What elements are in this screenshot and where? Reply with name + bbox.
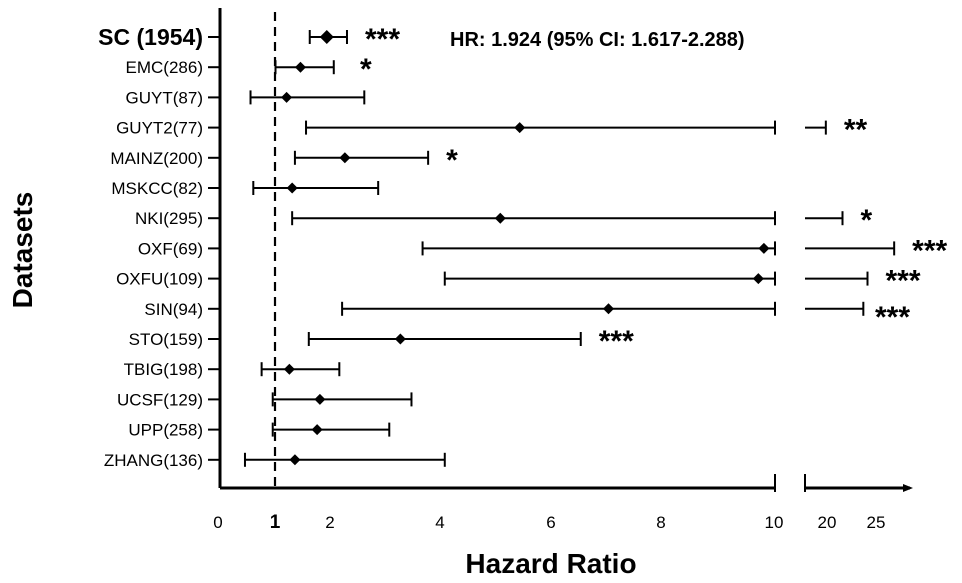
hr-point <box>289 454 301 466</box>
forest-row: GUYT(87) <box>126 88 366 107</box>
dataset-label: OXF(69) <box>138 239 203 258</box>
forest-row: OXF(69) *** <box>138 234 948 267</box>
summary-annotation: HR: 1.924 (95% CI: 1.617-2.288) <box>450 29 745 51</box>
dataset-label: NKI(295) <box>135 209 203 228</box>
dataset-label: TBIG(198) <box>124 360 203 379</box>
x-axis-label: Hazard Ratio <box>465 548 636 579</box>
significance-stars: *** <box>875 301 910 334</box>
x-tick-label: 4 <box>435 513 444 532</box>
significance-stars: * <box>360 53 372 86</box>
significance-stars: * <box>446 144 458 177</box>
dataset-label: SIN(94) <box>144 300 203 319</box>
x-tick-label: 1 <box>270 512 281 533</box>
dataset-label: MSKCC(82) <box>111 179 203 198</box>
hr-point <box>294 61 306 73</box>
significance-stars: ** <box>844 114 868 147</box>
hr-point <box>314 393 326 405</box>
hr-point <box>319 30 334 44</box>
dataset-label: GUYT2(77) <box>116 119 203 138</box>
hr-point <box>394 333 406 345</box>
hr-point <box>283 363 295 375</box>
significance-stars: *** <box>599 325 634 358</box>
hr-point <box>281 91 293 103</box>
forest-row: OXFU(109) *** <box>116 265 921 298</box>
dataset-label: GUYT(87) <box>126 88 203 107</box>
forest-row: MSKCC(82) <box>111 179 380 198</box>
hr-point <box>758 242 770 254</box>
hr-point <box>339 152 351 164</box>
forest-row: TBIG(198) <box>124 360 341 379</box>
dataset-label: EMC(286) <box>126 58 203 77</box>
x-tick-label: 6 <box>546 513 555 532</box>
forest-row: GUYT2(77) ** <box>116 114 867 147</box>
significance-stars: * <box>861 204 873 237</box>
dataset-label: ZHANG(136) <box>104 451 203 470</box>
dataset-label: UCSF(129) <box>117 390 203 409</box>
y-axis-label: Datasets <box>7 192 38 309</box>
dataset-label: MAINZ(200) <box>110 149 203 168</box>
significance-stars: *** <box>365 23 400 56</box>
forest-row: UCSF(129) <box>117 390 413 409</box>
significance-stars: *** <box>886 265 921 298</box>
x-tick-label: 20 <box>818 513 837 532</box>
hr-point <box>286 182 298 194</box>
significance-stars: *** <box>912 234 947 267</box>
forest-row: STO(159) *** <box>129 325 634 358</box>
x-tick-label: 0 <box>213 513 222 532</box>
dataset-label: UPP(258) <box>128 421 203 440</box>
x-tick-label: 2 <box>325 513 334 532</box>
x-axis-arrow <box>903 484 913 492</box>
forest-row: MAINZ(200) * <box>110 144 458 177</box>
x-tick-label: 25 <box>867 513 886 532</box>
forest-row: SIN(94) *** <box>144 300 910 334</box>
hr-point <box>494 212 506 224</box>
hr-point <box>311 424 323 436</box>
forest-row: NKI(295) * <box>135 204 873 237</box>
dataset-label: STO(159) <box>129 330 203 349</box>
hr-point <box>603 303 614 315</box>
forest-row: SC (1954) *** <box>98 23 400 56</box>
dataset-label: OXFU(109) <box>116 270 203 289</box>
x-tick-label: 8 <box>656 513 665 532</box>
forest-row: ZHANG(136) <box>104 451 446 470</box>
dataset-label: SC (1954) <box>98 24 203 50</box>
x-tick-label: 10 <box>765 513 784 532</box>
forest-row: EMC(286) * <box>126 53 372 86</box>
hr-point <box>514 122 526 134</box>
forest-row: UPP(258) <box>128 421 391 440</box>
hr-point <box>752 273 764 285</box>
